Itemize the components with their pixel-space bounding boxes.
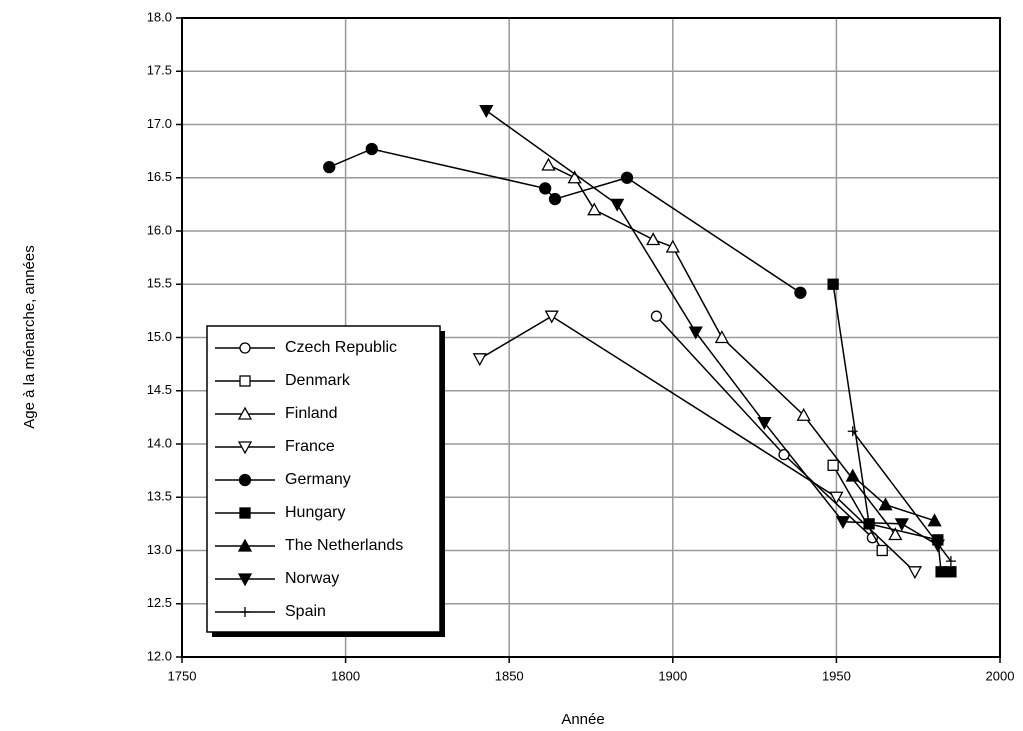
- marker: [541, 157, 556, 171]
- marker: [876, 544, 888, 557]
- marker: [794, 286, 807, 299]
- x-tick-label: 1950: [822, 668, 851, 683]
- series-line: [852, 430, 952, 562]
- marker: [237, 538, 253, 552]
- marker: [888, 527, 903, 541]
- series-line: [485, 110, 939, 546]
- marker: [650, 310, 663, 322]
- marker: [847, 426, 858, 437]
- x-tick-label: 1900: [658, 668, 687, 683]
- y-tick-label: 12.0: [147, 648, 172, 663]
- series-line: [832, 284, 951, 573]
- x-tick-label: 1750: [168, 668, 197, 683]
- plot-frame: [181, 17, 1001, 658]
- series-line: [479, 315, 916, 573]
- y-tick-label: 14.5: [147, 382, 172, 397]
- y-tick-label: 17.5: [147, 63, 172, 78]
- y-tick-label: 15.5: [147, 276, 172, 291]
- marker: [827, 278, 839, 290]
- legend-label: France: [285, 438, 335, 455]
- y-tick-label: 16.5: [147, 169, 172, 184]
- marker: [239, 507, 251, 519]
- marker: [237, 573, 253, 587]
- marker: [472, 353, 487, 367]
- marker: [544, 310, 559, 324]
- marker: [323, 160, 336, 174]
- y-axis-label: Age à la ménarche, années: [21, 245, 38, 428]
- marker: [935, 566, 947, 578]
- series-line: [832, 464, 883, 551]
- x-tick-label: 2000: [986, 668, 1015, 683]
- x-tick-label: 1800: [331, 668, 360, 683]
- y-tick-label: 13.5: [147, 489, 172, 504]
- marker: [237, 441, 253, 455]
- marker: [539, 182, 552, 195]
- marker: [479, 105, 494, 119]
- x-tick-label: 1850: [495, 668, 524, 683]
- marker: [238, 473, 252, 487]
- legend-label: The Netherlands: [285, 537, 403, 554]
- legend-label: Denmark: [285, 372, 351, 389]
- marker: [365, 142, 378, 156]
- legend-label: Germany: [285, 471, 351, 488]
- y-tick-label: 16.0: [147, 222, 172, 237]
- marker: [665, 239, 680, 253]
- marker: [610, 198, 625, 212]
- x-axis-label: Année: [561, 711, 604, 728]
- marker: [835, 516, 851, 530]
- marker: [239, 375, 251, 387]
- marker: [894, 518, 909, 532]
- marker: [237, 406, 253, 420]
- legend-label: Finland: [285, 405, 337, 422]
- marker: [827, 459, 839, 471]
- y-tick-label: 14.0: [147, 435, 172, 450]
- legend-label: Hungary: [285, 504, 345, 521]
- marker: [878, 497, 893, 511]
- y-tick-label: 17.0: [147, 116, 172, 131]
- legend-label: Spain: [285, 603, 326, 620]
- y-tick-label: 13.0: [147, 542, 172, 557]
- marker: [714, 330, 729, 344]
- series-line: [328, 148, 801, 294]
- legend-label: Norway: [285, 570, 339, 587]
- y-tick-label: 15.0: [147, 329, 172, 344]
- marker: [757, 417, 772, 431]
- marker: [646, 232, 661, 246]
- marker: [930, 539, 945, 553]
- marker: [907, 566, 923, 580]
- marker: [945, 556, 956, 567]
- marker: [863, 518, 875, 530]
- marker: [845, 468, 860, 482]
- marker: [796, 407, 811, 421]
- legend-label: Czech Republic: [285, 339, 397, 356]
- y-tick-label: 12.5: [147, 595, 172, 610]
- marker: [688, 326, 703, 340]
- marker: [620, 171, 634, 184]
- marker: [945, 566, 957, 578]
- marker: [548, 192, 562, 206]
- marker: [829, 491, 844, 505]
- y-tick-label: 18.0: [147, 9, 172, 24]
- marker: [239, 342, 251, 354]
- marker: [927, 513, 942, 527]
- marker: [587, 202, 602, 216]
- marker: [567, 170, 582, 184]
- marker: [240, 607, 250, 617]
